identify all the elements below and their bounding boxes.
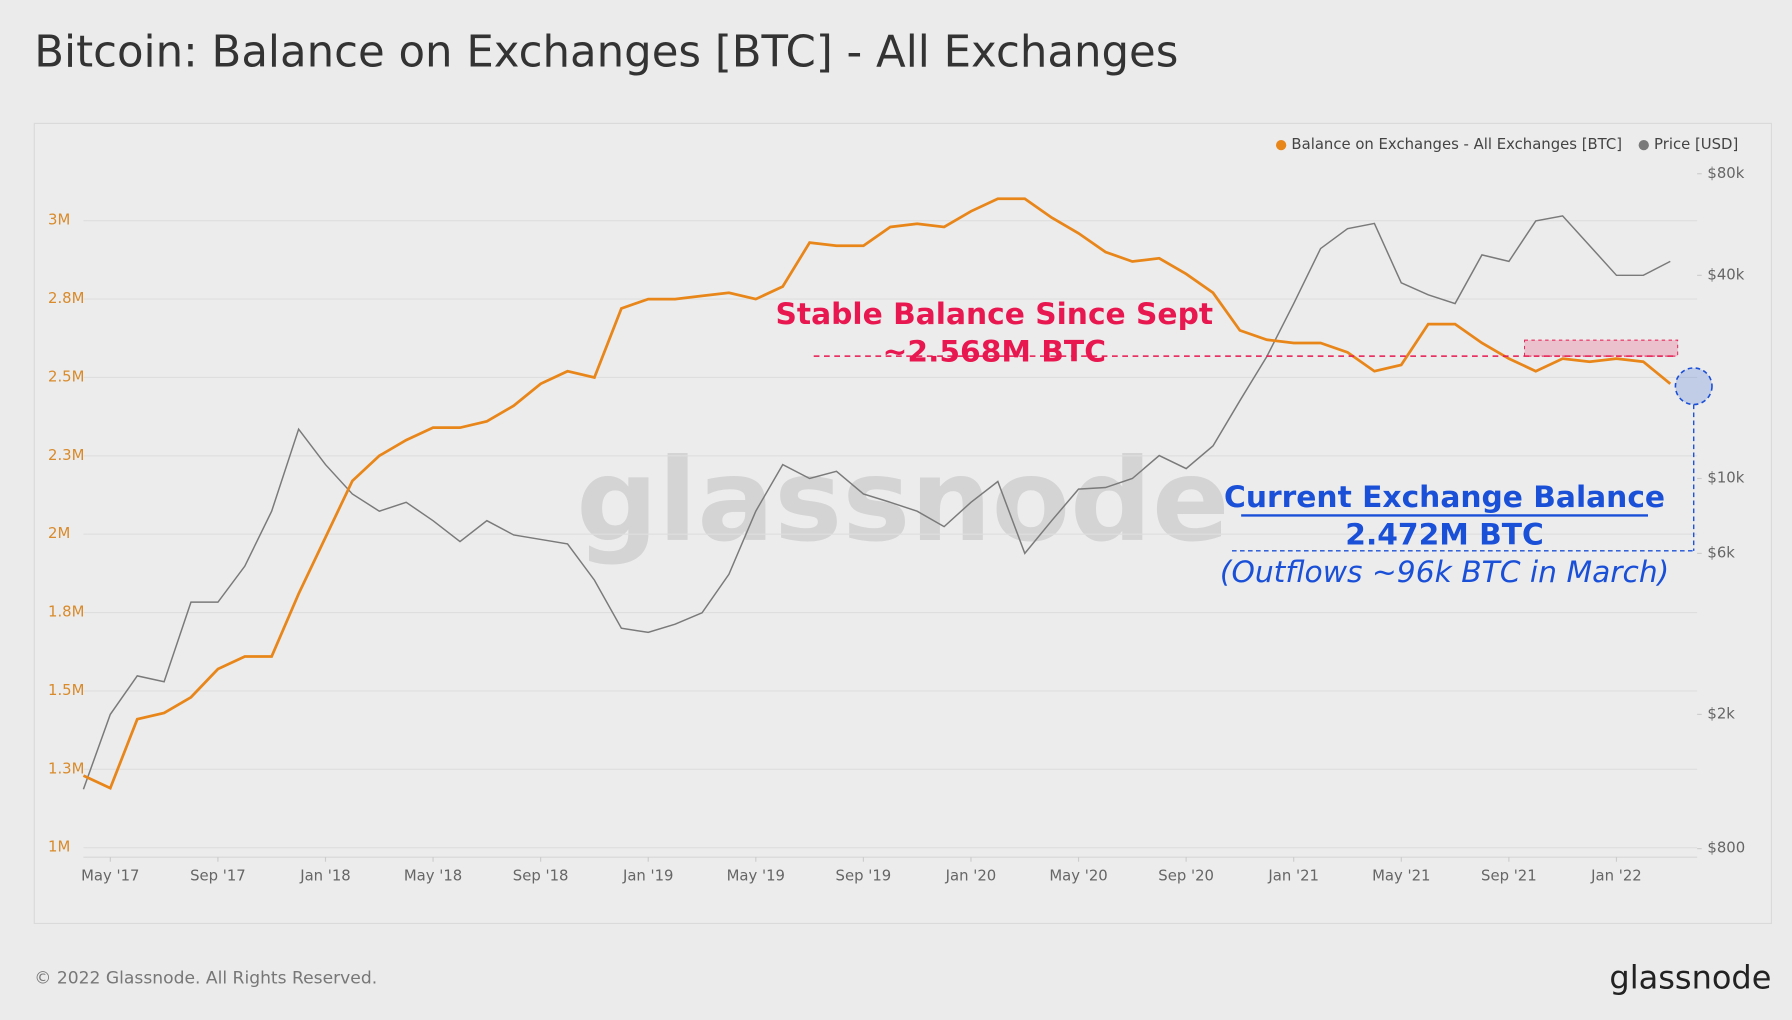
legend-label: Balance on Exchanges - All Exchanges [BT… — [1291, 135, 1622, 153]
x-tick-label: May '20 — [1049, 867, 1107, 885]
logo: glassnode — [1609, 958, 1771, 996]
x-tick-label: Sep '18 — [513, 867, 569, 885]
marks — [82, 197, 1713, 790]
x-tick-label: May '21 — [1372, 867, 1430, 885]
copyright: © 2022 Glassnode. All Rights Reserved. — [34, 968, 377, 988]
x-tick-label: May '18 — [404, 867, 462, 885]
x-tick-label: May '17 — [81, 867, 139, 885]
y2-tick-label: $80k — [1707, 164, 1744, 182]
x-tick-label: Jan '18 — [299, 867, 351, 885]
y-tick-label: 2.8M — [48, 289, 84, 307]
y-tick-label: 1.5M — [48, 681, 84, 699]
watermark: glassnode — [576, 434, 1229, 567]
y-tick-label: 3M — [48, 211, 70, 229]
x-tick-label: Sep '17 — [190, 867, 246, 885]
x-tick-label: Sep '19 — [836, 867, 892, 885]
y-tick-label: 1.3M — [48, 759, 84, 777]
y-tick-label: 2.3M — [48, 446, 84, 464]
y2-tick-label: $2k — [1707, 704, 1735, 722]
y-tick-label: 2M — [48, 524, 70, 542]
legend-swatch — [1275, 140, 1287, 151]
y-tick-label: 1.8M — [48, 603, 84, 621]
grid — [83, 173, 1702, 862]
x-tick-label: Jan '21 — [1267, 867, 1319, 885]
annotation: (Outflows ~96k BTC in March) — [1220, 555, 1669, 590]
annotation: Stable Balance Since Sept — [776, 297, 1214, 332]
chart-title: Bitcoin: Balance on Exchanges [BTC] - Al… — [34, 27, 1178, 77]
annotation: Current Exchange Balance — [1224, 480, 1665, 515]
x-tick-label: May '19 — [727, 867, 785, 885]
annotation: ~2.568M BTC — [883, 335, 1106, 370]
series-line — [82, 197, 1672, 790]
x-tick-label: Sep '20 — [1158, 867, 1214, 885]
y2-tick-label: $6k — [1707, 543, 1735, 561]
x-tick-label: Jan '22 — [1590, 867, 1642, 885]
y2-tick-label: $40k — [1707, 265, 1744, 283]
current-marker — [1674, 367, 1713, 406]
y2-tick-label: $800 — [1707, 839, 1745, 857]
x-tick-label: Jan '19 — [622, 867, 674, 885]
legend-label: Price [USD] — [1654, 135, 1738, 153]
annotation: 2.472M BTC — [1345, 517, 1544, 552]
chart-panel — [33, 122, 1772, 924]
y2-tick-label: $10k — [1707, 469, 1744, 487]
highlight-band — [1524, 339, 1679, 357]
y-tick-label: 1M — [48, 838, 70, 856]
x-tick-label: Jan '20 — [945, 867, 997, 885]
x-tick-label: Sep '21 — [1481, 867, 1537, 885]
y-tick-label: 2.5M — [48, 367, 84, 385]
legend-swatch — [1638, 140, 1649, 151]
